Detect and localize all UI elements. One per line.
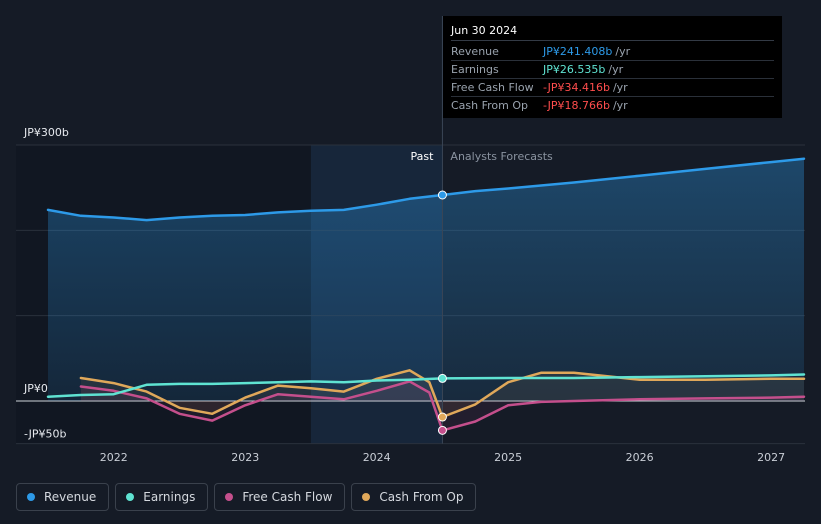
marker-cash-from-op bbox=[437, 412, 447, 422]
legend-item-earnings[interactable]: Earnings bbox=[115, 483, 209, 511]
x-tick-label: 2023 bbox=[231, 451, 259, 464]
series-line-earnings bbox=[46, 373, 806, 398]
x-tick-label: 2027 bbox=[757, 451, 785, 464]
tooltip-unit: /yr bbox=[608, 63, 624, 76]
y-axis-label: -JP¥50b bbox=[24, 428, 66, 441]
revenue-area bbox=[48, 158, 804, 401]
legend-label: Cash From Op bbox=[379, 490, 464, 504]
marker-earnings bbox=[437, 373, 447, 383]
tooltip-unit: /yr bbox=[615, 45, 631, 58]
series-area-cash-from-op bbox=[80, 370, 804, 417]
tooltip-date: Jun 30 2024 bbox=[451, 22, 774, 41]
tooltip-row-cash-from-op: Cash From Op -JP¥18.766b /yr bbox=[451, 97, 774, 114]
y-axis-label: JP¥0 bbox=[23, 382, 48, 395]
tooltip-label: Revenue bbox=[451, 45, 499, 58]
legend-dot-icon bbox=[362, 493, 371, 501]
x-tick-label: 2025 bbox=[494, 451, 522, 464]
tooltip-row-revenue: Revenue JP¥241.408b /yr bbox=[451, 43, 774, 61]
series-line-revenue bbox=[46, 157, 806, 222]
forecast-label: Analysts Forecasts bbox=[450, 150, 553, 163]
legend-item-revenue[interactable]: Revenue bbox=[16, 483, 110, 511]
past-label: Past bbox=[410, 150, 434, 163]
legend-item-free-cash-flow[interactable]: Free Cash Flow bbox=[214, 483, 346, 511]
tooltip-label: Cash From Op bbox=[451, 99, 529, 112]
x-tick-label: 2026 bbox=[626, 451, 654, 464]
series-line-free-cash-flow bbox=[79, 380, 806, 432]
chart-legend: Revenue Earnings Free Cash Flow Cash Fro… bbox=[16, 483, 477, 511]
marker-revenue bbox=[437, 190, 447, 200]
legend-dot-icon bbox=[225, 493, 234, 501]
legend-dot-icon bbox=[126, 493, 135, 501]
tooltip-label: Free Cash Flow bbox=[451, 81, 534, 94]
marker-free-cash-flow bbox=[437, 425, 447, 435]
legend-label: Revenue bbox=[44, 490, 97, 504]
legend-dot-icon bbox=[27, 493, 35, 501]
tooltip-value: -JP¥34.416b bbox=[543, 81, 610, 94]
tooltip-row-free-cash-flow: Free Cash Flow -JP¥34.416b /yr bbox=[451, 79, 774, 97]
tooltip-row-earnings: Earnings JP¥26.535b /yr bbox=[451, 61, 774, 79]
tooltip-panel: Jun 30 2024 Revenue JP¥241.408b /yr Earn… bbox=[443, 16, 782, 118]
tooltip-label: Earnings bbox=[451, 63, 499, 76]
tooltip-value: -JP¥18.766b bbox=[543, 99, 610, 112]
legend-label: Free Cash Flow bbox=[242, 490, 333, 504]
legend-item-cash-from-op[interactable]: Cash From Op bbox=[351, 483, 477, 511]
legend-label: Earnings bbox=[143, 490, 196, 504]
x-tick-label: 2024 bbox=[363, 451, 391, 464]
x-tick-label: 2022 bbox=[100, 451, 128, 464]
tooltip-unit: /yr bbox=[612, 81, 628, 94]
tooltip-unit: /yr bbox=[612, 99, 628, 112]
tooltip-value: JP¥241.408b bbox=[543, 45, 613, 58]
y-axis-label: JP¥300b bbox=[23, 126, 69, 139]
tooltip-value: JP¥26.535b bbox=[543, 63, 606, 76]
